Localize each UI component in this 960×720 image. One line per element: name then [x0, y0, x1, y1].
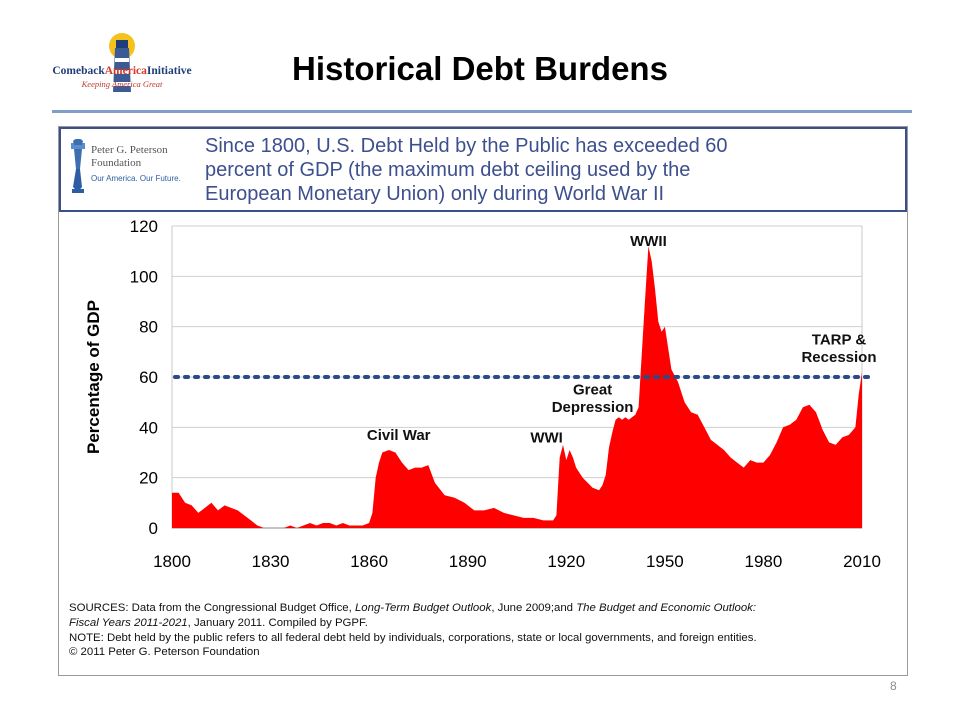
debt-chart: 0 20 40 60 80 100 120 1800 1830 1860 1890 1920 1950…: [84, 217, 881, 571]
y-tick-label: 80: [139, 318, 158, 337]
annotation-label: WWII: [630, 233, 667, 250]
chart-panel: Peter G. Peterson Foundation Our America…: [58, 126, 908, 676]
annotation-label: TARP &: [812, 331, 867, 348]
chart-area: [172, 246, 862, 528]
peterson-foundation-logo: Peter G. Peterson Foundation Our America…: [71, 139, 181, 193]
y-tick-label: 20: [139, 469, 158, 488]
y-tick-label: 0: [149, 519, 158, 538]
y-tick-label: 120: [130, 217, 158, 236]
copyright-text: © 2011 Peter G. Peterson Foundation: [69, 646, 260, 659]
x-tick-label: 1830: [252, 552, 290, 571]
headline-line-2: percent of GDP (the maximum debt ceiling…: [205, 159, 691, 181]
svg-text:Peter G. Peterson: Peter G. Peterson: [91, 144, 168, 156]
x-tick-label: 1800: [153, 552, 191, 571]
annotation-label: Recession: [801, 349, 876, 366]
annotation-label: Depression: [552, 399, 634, 416]
headline-line-1: Since 1800, U.S. Debt Held by the Public…: [205, 135, 728, 157]
headline-line-3: European Monetary Union) only during Wor…: [205, 183, 665, 205]
y-axis-label: Percentage of GDP: [84, 300, 103, 454]
x-tick-label: 1860: [350, 552, 388, 571]
y-tick-label: 40: [139, 418, 158, 437]
svg-text:ComebackAmericaInitiative: ComebackAmericaInitiative: [52, 65, 191, 77]
x-tick-label: 1890: [449, 552, 487, 571]
page-number: 8: [890, 679, 897, 693]
x-tick-label: 1980: [745, 552, 783, 571]
annotation-label: Civil War: [367, 427, 431, 444]
slide-title: Historical Debt Burdens: [292, 50, 668, 87]
x-tick-label: 1920: [547, 552, 585, 571]
headline-text: Since 1800, U.S. Debt Held by the Public…: [205, 134, 895, 206]
y-tick-label: 100: [130, 267, 158, 286]
title-divider: [52, 110, 912, 113]
svg-text:Our America. Our Future.: Our America. Our Future.: [91, 174, 181, 183]
note-text: NOTE: Debt held by the public refers to …: [69, 631, 757, 644]
annotation-label: WWI: [530, 429, 562, 446]
debt-area-series: [172, 246, 862, 528]
torch-icon: [71, 139, 85, 193]
x-tick-label: 1950: [646, 552, 684, 571]
svg-text:Keeping America Great: Keeping America Great: [81, 79, 163, 89]
annotation-label: Great: [573, 382, 612, 399]
y-axis-ticks: 0 20 40 60 80 100 120: [130, 217, 158, 538]
x-axis-ticks: 1800 1830 1860 1890 1920 1950 1980 2010: [153, 552, 881, 571]
x-tick-label: 2010: [843, 552, 881, 571]
comeback-america-logo: ComebackAmericaInitiative Keeping Americ…: [52, 33, 192, 92]
sources-note: SOURCES: Data from the Congressional Bud…: [69, 601, 899, 660]
headline-banner: Peter G. Peterson Foundation Our America…: [59, 127, 907, 212]
y-tick-label: 60: [139, 368, 158, 387]
lighthouse-icon: [109, 33, 135, 92]
svg-text:Foundation: Foundation: [91, 157, 142, 169]
